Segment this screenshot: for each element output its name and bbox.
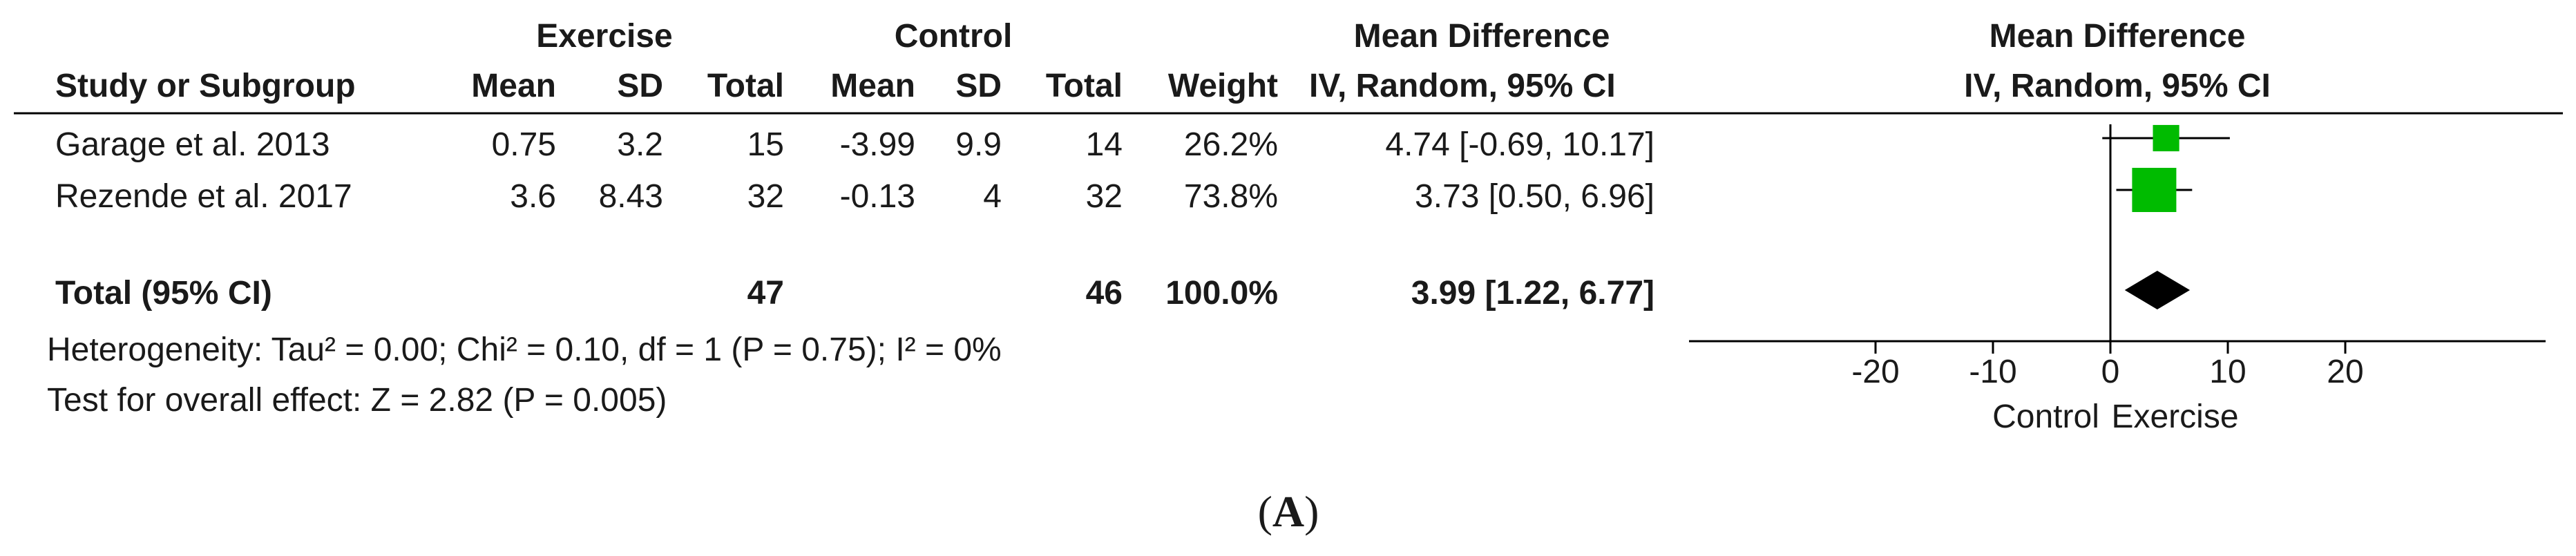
- forest-plot-area: -20 -10 0 10 20 Control Exercise: [1689, 124, 2546, 435]
- total-control-n: 46: [1086, 275, 1123, 311]
- plot-header-line2: IV, Random, 95% CI: [1964, 68, 2271, 104]
- x-tick-label: 0: [2101, 354, 2120, 390]
- total-exercise-n: 47: [747, 275, 784, 311]
- row2-ci: 3.73 [0.50, 6.96]: [1415, 178, 1654, 215]
- row2-study: Rezende et al. 2017: [55, 178, 352, 215]
- plot-header-line1: Mean Difference: [1990, 18, 2246, 55]
- row1-ci: 4.74 [-0.69, 10.17]: [1385, 126, 1654, 163]
- x-tick-label: -10: [1969, 354, 2016, 390]
- table-row: Garage et al. 2013 0.75 3.2 15 -3.99 9.9…: [55, 126, 1654, 163]
- row2-control-sd: 4: [983, 178, 1002, 215]
- row2-exercise-sd: 8.43: [599, 178, 663, 215]
- col-ci: IV, Random, 95% CI: [1309, 68, 1616, 104]
- row1-weight: 26.2%: [1184, 126, 1278, 163]
- x-tick-label: -20: [1851, 354, 1899, 390]
- header-control: Control: [895, 18, 1013, 55]
- row1-control-total: 14: [1086, 126, 1123, 163]
- row2-exercise-mean: 3.6: [510, 178, 556, 215]
- row1-exercise-total: 15: [747, 126, 784, 163]
- total-weight: 100.0%: [1165, 275, 1278, 311]
- row1-control-mean: -3.99: [840, 126, 915, 163]
- x-tick-label: 20: [2327, 354, 2363, 390]
- row2-control-mean: -0.13: [840, 178, 915, 215]
- heterogeneity-text: Heterogeneity: Tau² = 0.00; Chi² = 0.10,…: [47, 332, 1002, 368]
- table-row: Rezende et al. 2017 3.6 8.43 32 -0.13 4 …: [55, 178, 1654, 215]
- figure-caption: (A): [1258, 487, 1319, 536]
- row2-exercise-total: 32: [747, 178, 784, 215]
- favours-exercise-label: Exercise: [2111, 399, 2238, 435]
- row1-exercise-sd: 3.2: [617, 126, 663, 163]
- total-ci: 3.99 [1.22, 6.77]: [1411, 275, 1654, 311]
- caption-letter: A: [1272, 487, 1304, 536]
- col-exercise-mean: Mean: [471, 68, 556, 104]
- col-control-sd: SD: [955, 68, 1002, 104]
- total-label: Total (95% CI): [55, 275, 272, 311]
- col-study: Study or Subgroup: [55, 68, 356, 104]
- col-weight: Weight: [1168, 68, 1278, 104]
- study-marker: [2153, 124, 2179, 152]
- col-exercise-sd: SD: [617, 68, 663, 104]
- x-tick-label: 10: [2209, 354, 2246, 390]
- total-row: Total (95% CI) 47 46 100.0% 3.99 [1.22, …: [55, 275, 1654, 311]
- study-marker: [2132, 168, 2177, 212]
- row2-weight: 73.8%: [1184, 178, 1278, 215]
- pooled-diamond: [2124, 271, 2191, 309]
- col-control-total: Total: [1046, 68, 1123, 104]
- col-control-mean: Mean: [830, 68, 915, 104]
- col-exercise-total: Total: [707, 68, 784, 104]
- header-mean-difference: Mean Difference: [1354, 18, 1610, 55]
- row2-control-total: 32: [1086, 178, 1123, 215]
- row1-study: Garage et al. 2013: [55, 126, 330, 163]
- favours-control-label: Control: [1992, 399, 2099, 435]
- overall-effect-text: Test for overall effect: Z = 2.82 (P = 0…: [47, 382, 667, 419]
- header-exercise: Exercise: [536, 18, 673, 55]
- row1-exercise-mean: 0.75: [492, 126, 556, 163]
- row1-control-sd: 9.9: [955, 126, 1002, 163]
